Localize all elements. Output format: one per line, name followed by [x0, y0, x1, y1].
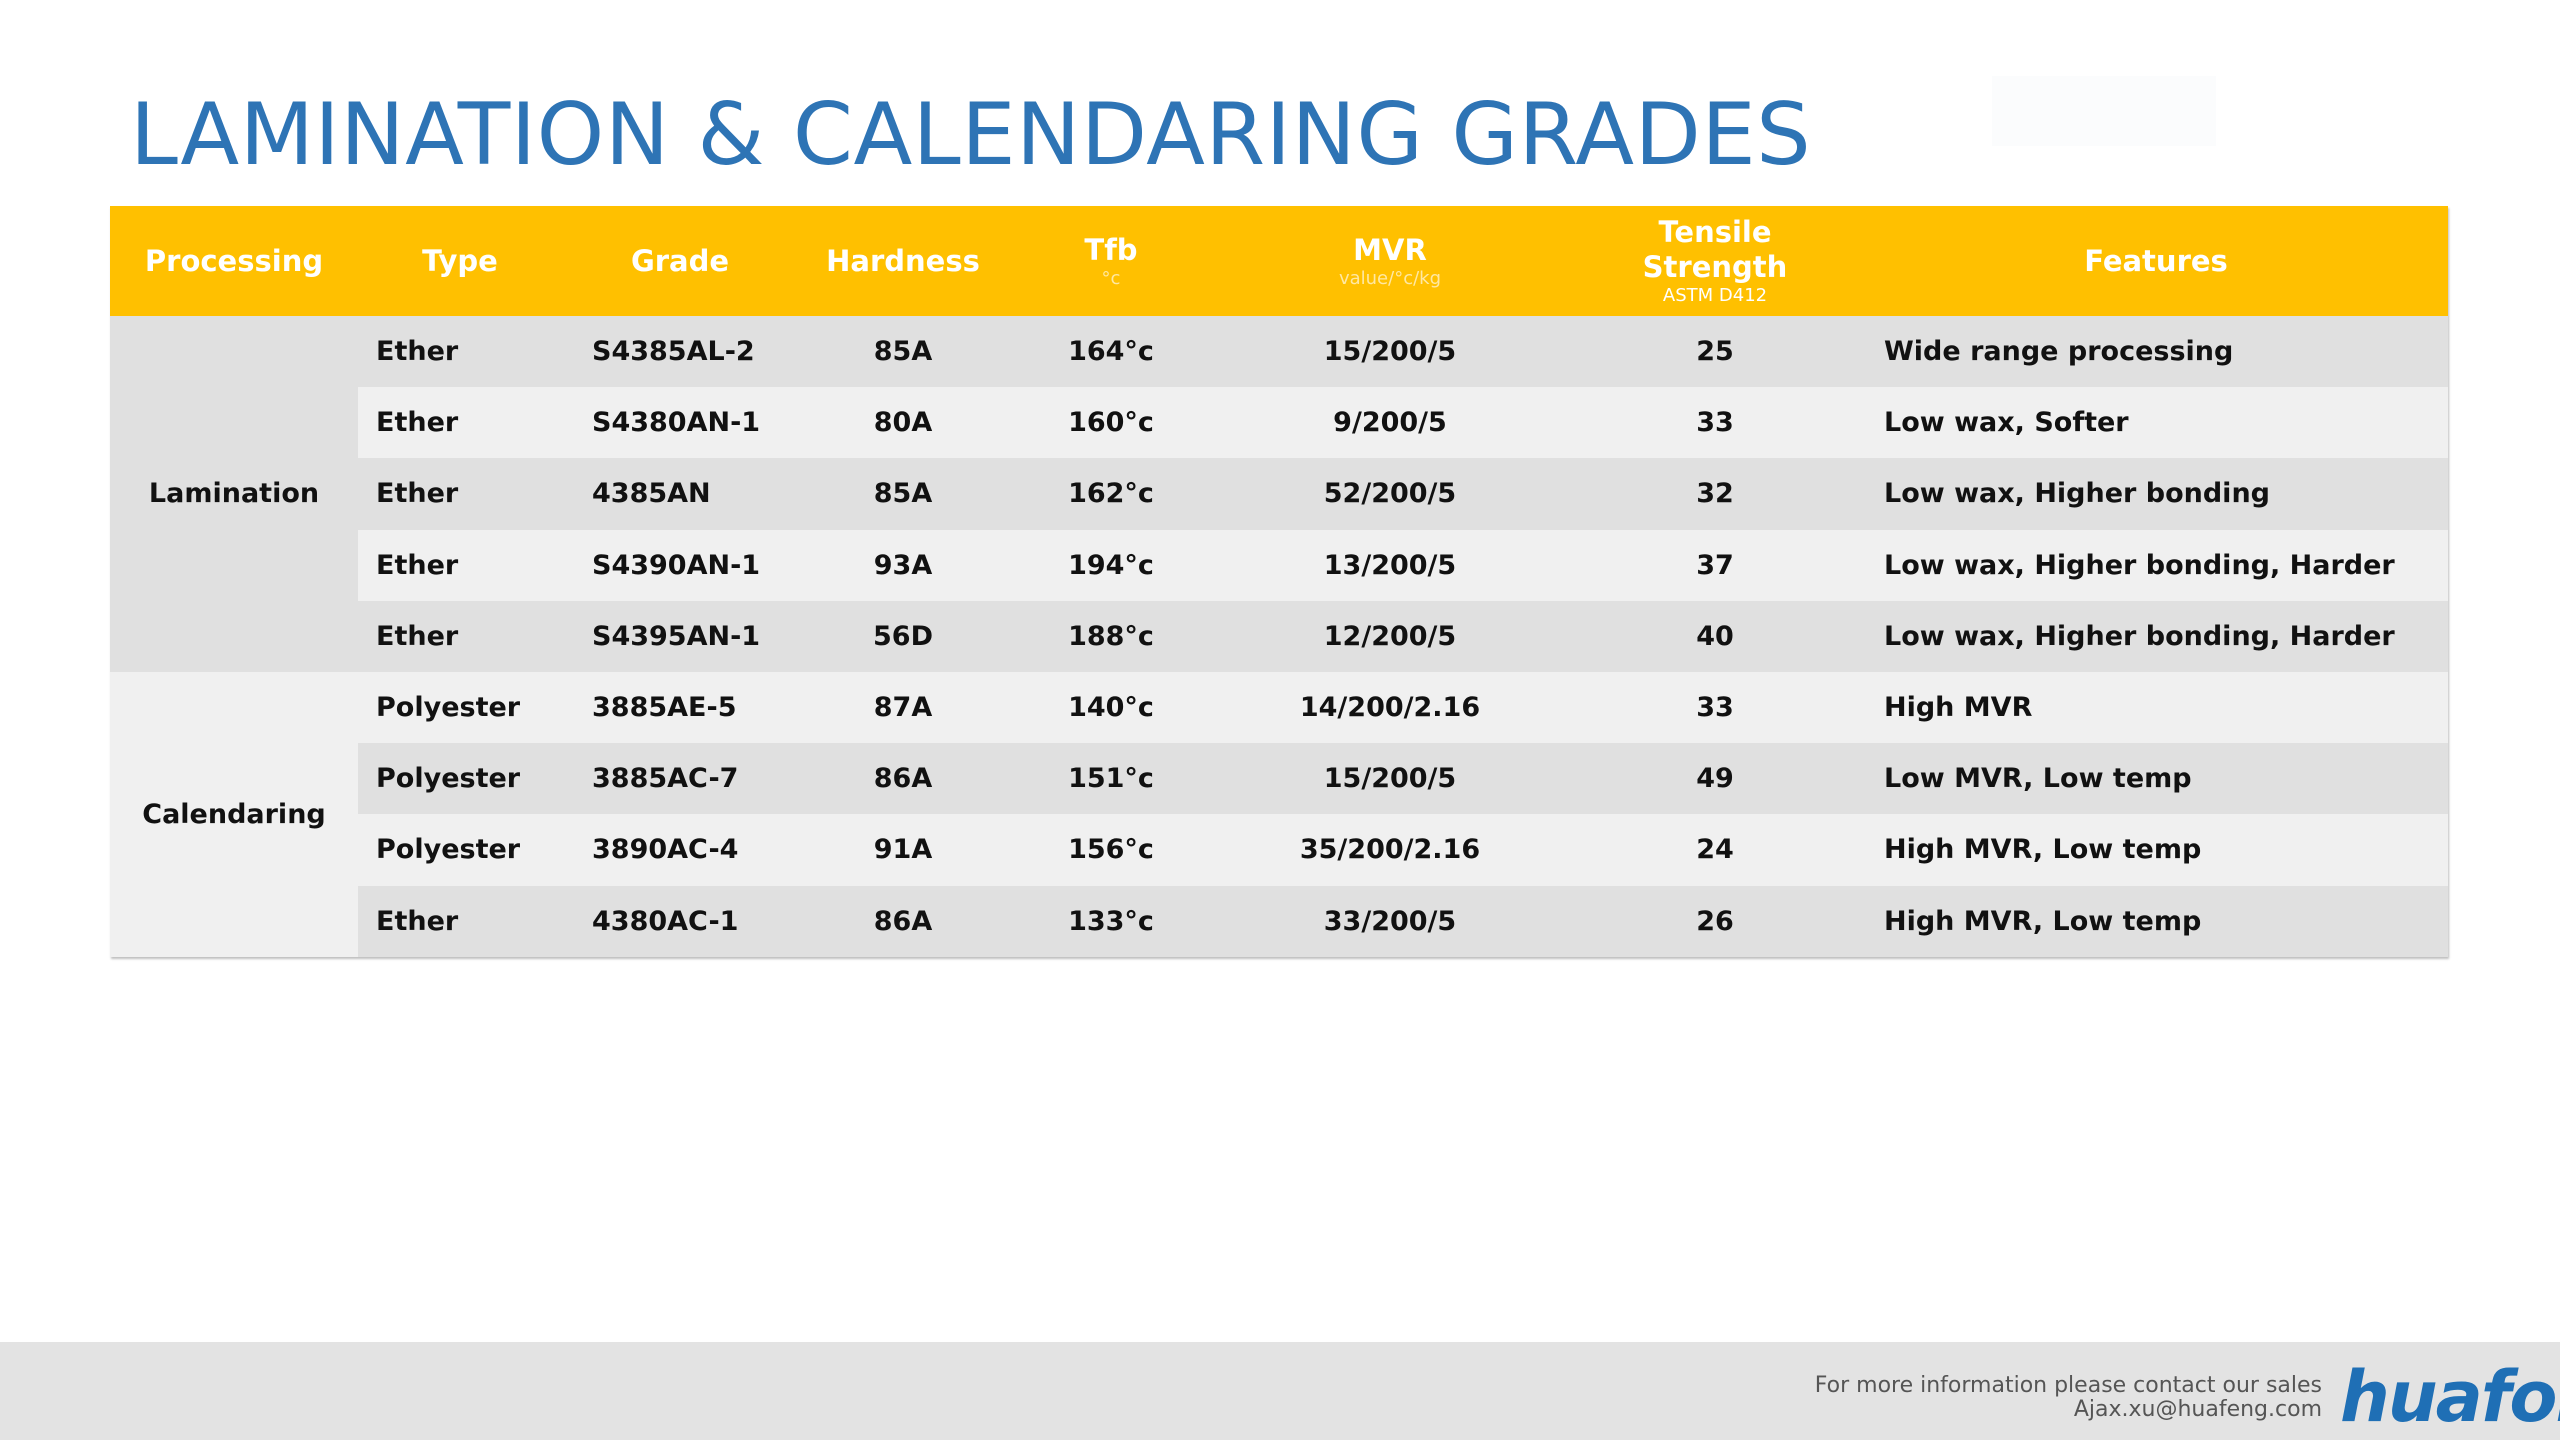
cell-features: Wide range processing [1864, 316, 2448, 388]
cell-tfb: 162°c [1008, 458, 1214, 530]
cell-grade: S4395AN-1 [562, 600, 798, 672]
cell-tfb: 151°c [1008, 743, 1214, 815]
cell-features: Low wax, Higher bonding, Harder [1864, 600, 2448, 672]
cell-mvr: 15/200/5 [1214, 316, 1566, 388]
cell-hardness: 86A [798, 743, 1008, 815]
contact-email: Ajax.xu@huafeng.com [2073, 1397, 2322, 1423]
cell-features: Low MVR, Low temp [1864, 743, 2448, 815]
group-lamination: Lamination [110, 316, 358, 672]
header-hardness: Hardness [798, 206, 1008, 316]
cell-grade: 4385AN [562, 458, 798, 530]
header-type: Type [358, 206, 562, 316]
cell-hardness: 91A [798, 814, 1008, 886]
cell-tfb: 133°c [1008, 885, 1214, 957]
cell-grade: 3885AC-7 [562, 743, 798, 815]
grades-table: Processing Type Grade Hardness Tfb °c MV… [110, 206, 2448, 957]
cell-mvr: 15/200/5 [1214, 743, 1566, 815]
table-row: Ether S4380AN-1 80A 160°c 9/200/5 33 Low… [110, 387, 2448, 459]
header-mvr-unit: value/°c/kg [1338, 267, 1442, 289]
cell-mvr: 9/200/5 [1214, 387, 1566, 459]
cell-mvr: 13/200/5 [1214, 529, 1566, 601]
header-tensile: Tensile Strength ASTM D412 [1566, 206, 1864, 316]
cell-hardness: 80A [798, 387, 1008, 459]
cell-hardness: 93A [798, 529, 1008, 601]
huafon-logo: huafon [2340, 1356, 2560, 1438]
cell-hardness: 85A [798, 458, 1008, 530]
cell-type: Polyester [358, 671, 562, 744]
contact-info: For more information please contact our … [1814, 1373, 2322, 1423]
cell-grade: S4380AN-1 [562, 387, 798, 459]
footer-bar: For more information please contact our … [0, 1342, 2560, 1440]
cell-type: Ether [358, 458, 562, 530]
header-mvr-label: MVR [1353, 232, 1427, 267]
cell-tensile: 37 [1566, 529, 1864, 601]
cell-features: Low wax, Higher bonding [1864, 458, 2448, 530]
cell-tfb: 156°c [1008, 814, 1214, 886]
cell-tfb: 160°c [1008, 387, 1214, 459]
cell-grade: 3885AE-5 [562, 671, 798, 744]
cell-type: Ether [358, 600, 562, 672]
header-tfb-label: Tfb [1084, 232, 1138, 267]
contact-line: For more information please contact our … [1814, 1373, 2322, 1398]
cell-mvr: 52/200/5 [1214, 458, 1566, 530]
cell-grade: 4380AC-1 [562, 885, 798, 957]
header-tensile-standard: ASTM D412 [1662, 285, 1768, 306]
table-row: Ether 4380AC-1 86A 133°c 33/200/5 26 Hig… [110, 885, 2448, 957]
cell-type: Ether [358, 316, 562, 388]
cell-tfb: 140°c [1008, 671, 1214, 744]
cell-type: Ether [358, 387, 562, 459]
cell-hardness: 86A [798, 885, 1008, 957]
cell-grade: 3890AC-4 [562, 814, 798, 886]
cell-hardness: 56D [798, 600, 1008, 672]
group-calendaring: Calendaring [110, 671, 358, 957]
cell-features: High MVR, Low temp [1864, 885, 2448, 957]
cell-tensile: 33 [1566, 671, 1864, 744]
table-row: Polyester 3890AC-4 91A 156°c 35/200/2.16… [110, 814, 2448, 886]
cell-tensile: 49 [1566, 743, 1864, 815]
header-features: Features [1864, 206, 2448, 316]
cell-type: Polyester [358, 743, 562, 815]
cell-tfb: 194°c [1008, 529, 1214, 601]
cell-tensile: 32 [1566, 458, 1864, 530]
cell-type: Ether [358, 529, 562, 601]
cell-tfb: 188°c [1008, 600, 1214, 672]
cell-tensile: 40 [1566, 600, 1864, 672]
table-row: Ether S4390AN-1 93A 194°c 13/200/5 37 Lo… [110, 529, 2448, 601]
cell-type: Ether [358, 885, 562, 957]
cell-type: Polyester [358, 814, 562, 886]
table-header-row: Processing Type Grade Hardness Tfb °c MV… [110, 206, 2448, 316]
cell-tensile: 24 [1566, 814, 1864, 886]
table-row: Calendaring Polyester 3885AE-5 87A 140°c… [110, 671, 2448, 957]
header-grade: Grade [562, 206, 798, 316]
cell-tensile: 33 [1566, 387, 1864, 459]
cell-grade: S4390AN-1 [562, 529, 798, 601]
header-mvr: MVR value/°c/kg [1214, 206, 1566, 316]
table-row: Lamination Ether S4385AL-2 85A 164°c 15/… [110, 316, 2448, 672]
cell-mvr: 35/200/2.16 [1214, 814, 1566, 886]
cell-features: High MVR [1864, 671, 2448, 744]
cell-tensile: 26 [1566, 885, 1864, 957]
header-tensile-line1: Tensile [1658, 215, 1772, 250]
cell-features: High MVR, Low temp [1864, 814, 2448, 886]
header-tfb-unit: °c [1101, 267, 1121, 289]
header-tfb: Tfb °c [1008, 206, 1214, 316]
header-processing: Processing [110, 206, 358, 316]
table-row: Ether 4385AN 85A 162°c 52/200/5 32 Low w… [110, 458, 2448, 530]
header-tensile-line2: Strength [1642, 250, 1788, 285]
cell-hardness: 85A [798, 316, 1008, 388]
cell-tfb: 164°c [1008, 316, 1214, 388]
page-title: LAMINATION & CALENDARING GRADES [130, 85, 1812, 185]
cell-features: Low wax, Softer [1864, 387, 2448, 459]
cell-hardness: 87A [798, 671, 1008, 744]
blank-placeholder-box [1992, 76, 2216, 146]
cell-mvr: 12/200/5 [1214, 600, 1566, 672]
table-row: Polyester 3885AC-7 86A 151°c 15/200/5 49… [110, 743, 2448, 815]
cell-grade: S4385AL-2 [562, 316, 798, 388]
cell-mvr: 33/200/5 [1214, 885, 1566, 957]
table-row: Ether S4395AN-1 56D 188°c 12/200/5 40 Lo… [110, 600, 2448, 672]
cell-features: Low wax, Higher bonding, Harder [1864, 529, 2448, 601]
cell-tensile: 25 [1566, 316, 1864, 388]
cell-mvr: 14/200/2.16 [1214, 671, 1566, 744]
